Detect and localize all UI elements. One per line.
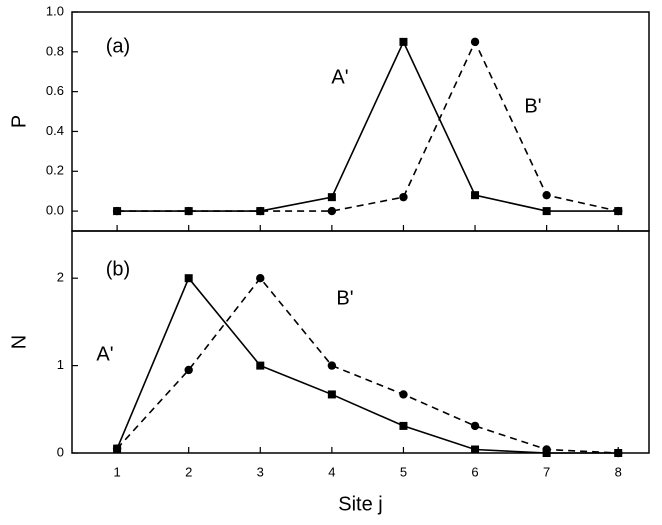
- marker: [256, 273, 265, 283]
- marker: [399, 192, 408, 202]
- y-tick-label: 0.2: [46, 163, 64, 178]
- marker: [327, 390, 336, 399]
- x-tick-label: 7: [543, 464, 550, 479]
- panel-label: (b): [106, 258, 130, 280]
- x-tick-label: 1: [113, 464, 120, 479]
- marker: [256, 361, 265, 370]
- marker: [256, 206, 265, 216]
- x-tick-label: 3: [257, 464, 264, 479]
- marker: [327, 361, 337, 370]
- y-tick-label: 1.0: [46, 3, 64, 18]
- series-line: [116, 276, 619, 454]
- y-tick-label: 2: [57, 270, 64, 285]
- series-label: A': [96, 343, 113, 365]
- series-label: B': [524, 95, 541, 117]
- x-axis-label: Site j: [338, 493, 382, 515]
- x-tick-label: 5: [400, 464, 407, 479]
- plot-frame: [71, 11, 650, 232]
- marker: [327, 193, 336, 202]
- x-tick-label: 2: [185, 464, 192, 479]
- y-tick-label: 0.6: [46, 83, 64, 98]
- y-tick-label: 0.0: [46, 203, 64, 218]
- marker: [614, 206, 623, 216]
- series-label: B': [336, 287, 353, 309]
- y-tick-label: 0.4: [46, 123, 64, 138]
- marker: [184, 365, 193, 375]
- series-line: [117, 39, 619, 212]
- y-axis-label: P: [8, 115, 30, 128]
- marker: [470, 37, 480, 47]
- y-tick-label: 0: [57, 444, 64, 459]
- marker: [327, 206, 337, 216]
- x-tick-label: 6: [471, 464, 478, 479]
- y-tick-label: 0.8: [46, 43, 64, 58]
- x-tick-label: 8: [615, 464, 622, 479]
- marker: [471, 445, 480, 454]
- marker: [542, 190, 551, 200]
- marker: [614, 448, 623, 458]
- marker: [112, 206, 122, 216]
- marker: [542, 207, 551, 216]
- marker: [399, 421, 408, 430]
- y-axis-label: N: [8, 335, 30, 349]
- x-tick-label: 4: [328, 464, 335, 479]
- plot-frame: [71, 230, 650, 454]
- marker: [471, 191, 480, 200]
- series-label: A': [331, 66, 348, 88]
- panel-label: (a): [106, 35, 130, 57]
- marker: [542, 445, 551, 454]
- marker: [399, 390, 408, 399]
- marker: [184, 206, 193, 216]
- marker: [184, 274, 193, 283]
- marker: [112, 444, 122, 453]
- marker: [399, 37, 408, 46]
- y-tick-label: 1: [57, 357, 64, 372]
- series-line: [117, 39, 619, 212]
- series-line: [116, 276, 619, 454]
- marker: [470, 421, 480, 431]
